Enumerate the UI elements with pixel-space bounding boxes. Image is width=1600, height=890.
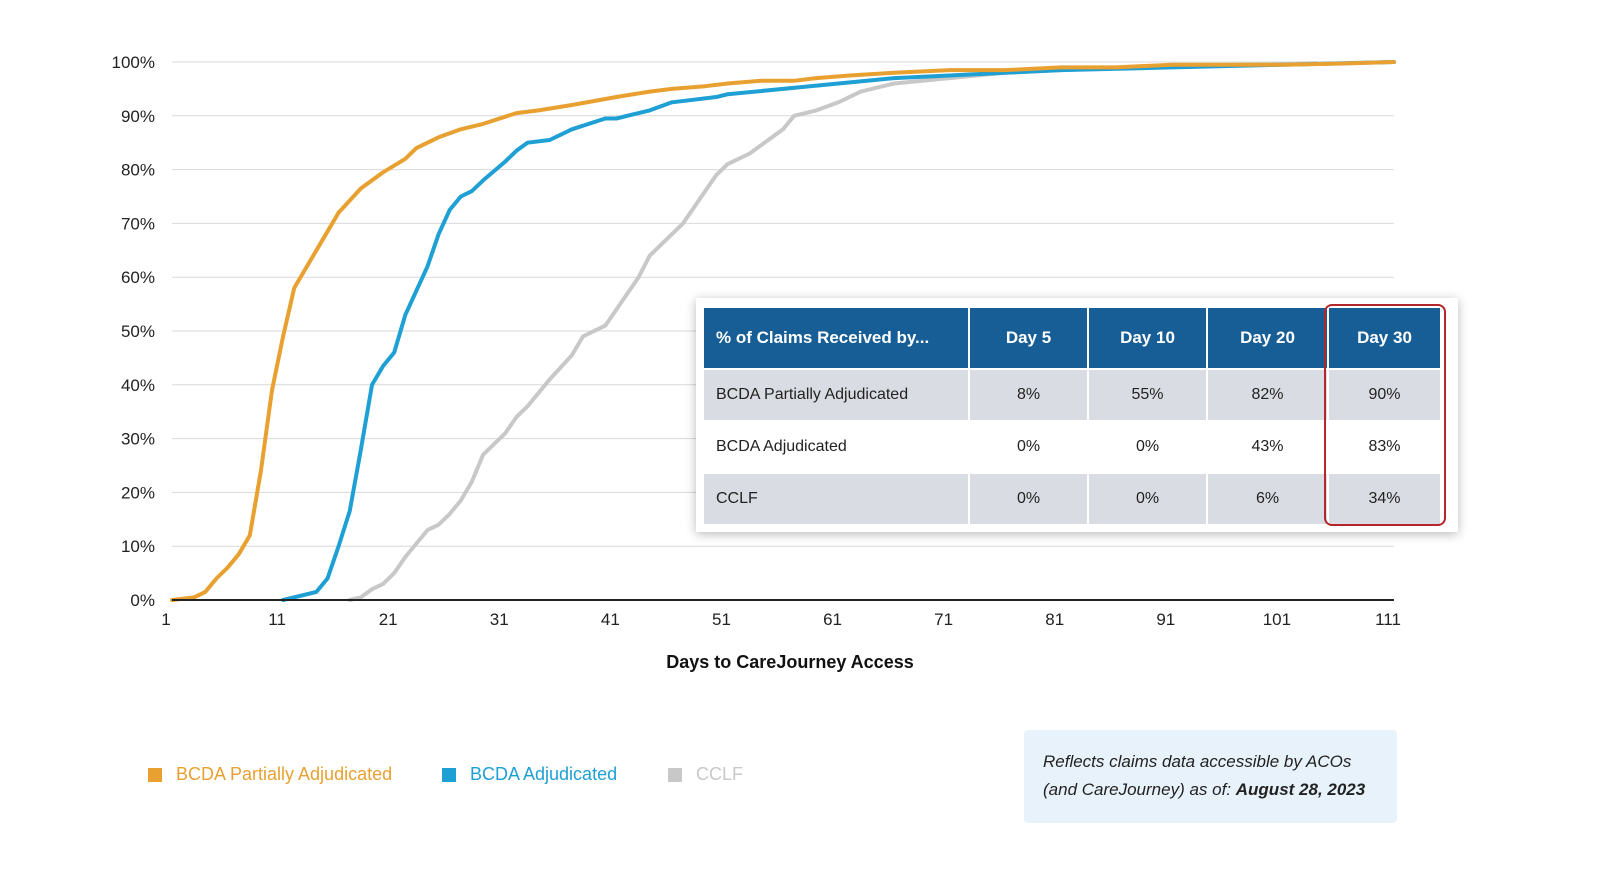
x-tick-label: 111 (1375, 610, 1401, 629)
table-cell: 90% (1328, 368, 1442, 421)
y-tick-labels: 0% 10% 20% 30% 40% 50% 60% 70% 80% 90% 100% (112, 53, 155, 610)
series-lines (170, 60, 1396, 602)
x-tick-label: 1 (161, 610, 170, 629)
table-cell: 0% (969, 472, 1089, 524)
table-header-cell: Day 30 (1328, 308, 1442, 369)
x-tick-label: 41 (601, 610, 620, 629)
legend-item-bcda-partially-adjudicated: BCDA Partially Adjudicated (148, 764, 392, 785)
x-tick-label: 51 (712, 610, 731, 629)
y-tick-label: 40% (121, 376, 155, 395)
x-tick-label: 61 (823, 610, 842, 629)
legend-swatch (148, 767, 162, 782)
y-tick-label: 0% (130, 591, 155, 610)
note-text: Reflects claims data accessible by ACOs … (1043, 752, 1352, 799)
table-cell: 0% (1088, 420, 1208, 473)
x-tick-label: 71 (934, 610, 953, 629)
table-cell: 8% (969, 368, 1089, 421)
x-tick-label: 31 (490, 610, 509, 629)
x-tick-label: 91 (1156, 610, 1175, 629)
series-line-cclf (347, 61, 1319, 602)
legend-swatch (668, 767, 682, 782)
y-tick-label: 10% (121, 537, 155, 556)
y-tick-label: 70% (121, 214, 155, 233)
y-tick-label: 100% (112, 53, 155, 72)
table-cell: 82% (1207, 368, 1329, 421)
table-row: BCDA Adjudicated 0% 0% 43% 83% (704, 420, 1442, 473)
y-tick-label: 20% (121, 483, 155, 502)
table-cell: 34% (1328, 472, 1442, 524)
table-header-cell: Day 20 (1207, 308, 1329, 369)
data-note-box: Reflects claims data accessible by ACOs … (1024, 730, 1397, 823)
table-cell: 43% (1207, 420, 1329, 473)
x-tick-label: 81 (1045, 610, 1064, 629)
y-tick-label: 60% (121, 268, 155, 287)
legend-item-bcda-adjudicated: BCDA Adjudicated (442, 764, 617, 785)
summary-table: % of Claims Received by... Day 5 Day 10 … (704, 308, 1442, 524)
legend-item-cclf: CCLF (668, 764, 743, 785)
x-tick-label: 21 (379, 610, 398, 629)
claims-summary-table: % of Claims Received by... Day 5 Day 10 … (696, 298, 1458, 532)
x-tick-label: 101 (1263, 610, 1291, 629)
legend-label: CCLF (696, 764, 744, 784)
y-tick-label: 30% (121, 430, 155, 449)
table-cell: CCLF (704, 472, 970, 524)
table-cell: 0% (1088, 472, 1208, 524)
table-cell: 55% (1088, 368, 1208, 421)
note-date: August 28, 2023 (1235, 780, 1366, 799)
series-line-bcda-partially-adjudicated (170, 60, 1396, 602)
legend-label: BCDA Adjudicated (470, 764, 618, 784)
y-tick-label: 90% (121, 107, 155, 126)
x-tick-label: 11 (268, 610, 286, 629)
table-header-cell: % of Claims Received by... (704, 308, 970, 369)
legend-swatch (442, 767, 456, 782)
y-tick-label: 80% (121, 161, 155, 180)
table-header-row: % of Claims Received by... Day 5 Day 10 … (704, 308, 1442, 369)
table-cell: 6% (1207, 472, 1329, 524)
x-axis-title: Days to CareJourney Access (666, 652, 913, 672)
x-tick-labels: 1 11 21 31 41 51 61 71 81 91 101 111 (161, 610, 1401, 629)
table-header-cell: Day 5 (969, 308, 1089, 369)
series-line-bcda-adjudicated (281, 60, 1396, 602)
table-cell: 0% (969, 420, 1089, 473)
legend-label: BCDA Partially Adjudicated (176, 764, 393, 784)
table-row: CCLF 0% 0% 6% 34% (704, 472, 1442, 524)
table-header-cell: Day 10 (1088, 308, 1208, 369)
table-row: BCDA Partially Adjudicated 8% 55% 82% 90… (704, 368, 1442, 421)
table-cell: 83% (1328, 420, 1442, 473)
table-cell: BCDA Partially Adjudicated (704, 368, 970, 421)
table-cell: BCDA Adjudicated (704, 420, 970, 473)
y-tick-label: 50% (121, 322, 155, 341)
